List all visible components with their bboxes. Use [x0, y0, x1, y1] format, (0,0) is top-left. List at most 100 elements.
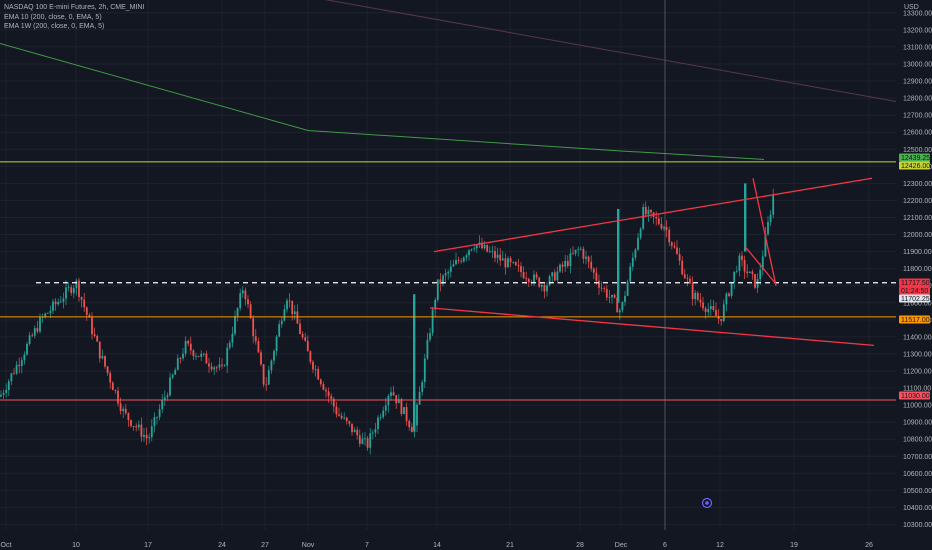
- candle-body: [403, 407, 405, 415]
- y-tick-label: 10300.00: [903, 522, 932, 529]
- candle-body: [717, 315, 720, 319]
- candle-body: [644, 206, 647, 215]
- x-tick-label: Oct: [1, 542, 12, 549]
- candle-body: [535, 274, 538, 278]
- candle-body: [13, 373, 15, 375]
- candle-body: [371, 432, 374, 434]
- candle-body: [553, 272, 556, 281]
- y-tick-label: 10600.00: [903, 471, 932, 478]
- candle-body: [767, 221, 769, 235]
- trendline[interactable]: [744, 246, 777, 285]
- candle-body: [514, 262, 517, 266]
- candle-body: [205, 353, 208, 364]
- candle-body: [317, 368, 320, 380]
- y-tick-label: 10800.00: [903, 437, 932, 444]
- price-tag: [899, 286, 930, 295]
- candle-body: [127, 412, 130, 421]
- candle-body: [470, 249, 473, 251]
- candle-body: [265, 384, 268, 386]
- candle-body: [603, 288, 606, 290]
- candle-body: [475, 244, 478, 249]
- candle-body: [598, 280, 600, 288]
- candle-body: [577, 249, 580, 250]
- candle-body: [338, 414, 340, 416]
- candle-body: [5, 390, 8, 393]
- candle-body: [353, 429, 356, 433]
- candle-body: [668, 229, 671, 243]
- candle-body: [176, 358, 179, 370]
- candle-body: [400, 399, 403, 415]
- candle-body: [611, 294, 613, 298]
- candle-body: [455, 260, 457, 265]
- candle-body: [715, 310, 717, 316]
- candle-body: [184, 340, 187, 354]
- candle-body: [694, 292, 697, 300]
- candle-body: [642, 206, 645, 229]
- event-icon[interactable]: [701, 497, 713, 509]
- candle-body: [234, 315, 236, 334]
- candle-body: [707, 309, 710, 313]
- candle-body: [741, 255, 743, 261]
- candle-body: [361, 438, 364, 444]
- trendline[interactable]: [752, 178, 777, 286]
- candle-body: [759, 269, 762, 280]
- candle-body: [189, 343, 192, 351]
- candle-body: [488, 251, 491, 253]
- candle-body: [257, 341, 260, 353]
- candle-body: [657, 218, 660, 224]
- candle-body: [678, 254, 681, 261]
- candle-body: [304, 337, 307, 341]
- candle-body: [166, 395, 169, 398]
- candle-body: [686, 278, 689, 279]
- candle-body: [468, 250, 470, 256]
- candle-body: [691, 283, 694, 300]
- price-tag-label: 01:24:50: [901, 288, 928, 295]
- candle-body: [215, 367, 218, 369]
- candle-body: [153, 417, 156, 427]
- x-tick-label: 12: [716, 542, 724, 549]
- x-tick-label: 10: [72, 542, 80, 549]
- y-tick-label: 11000.00: [903, 403, 932, 410]
- candle-body: [291, 300, 294, 315]
- candle-body: [543, 285, 546, 292]
- candle-body: [689, 278, 691, 284]
- candle-body: [296, 311, 299, 324]
- ema-lines: [0, 0, 897, 160]
- candle-body: [699, 299, 702, 303]
- candle-body: [460, 260, 463, 262]
- candle-body: [325, 389, 327, 392]
- candle-body: [730, 282, 733, 296]
- candle-body: [434, 299, 437, 310]
- price-tag: [899, 294, 930, 303]
- candle-body: [748, 271, 751, 274]
- candle-body: [486, 244, 489, 252]
- candle-body: [494, 251, 496, 258]
- candle-body: [195, 355, 197, 357]
- candle-body: [109, 372, 112, 383]
- candle-body: [637, 237, 639, 250]
- candle-body: [280, 320, 283, 325]
- candle-body: [590, 261, 593, 269]
- candle-body: [218, 364, 221, 368]
- x-tick-label: Nov: [302, 542, 315, 549]
- candle-body: [733, 271, 736, 283]
- trendline[interactable]: [433, 177, 873, 253]
- candle-body: [124, 408, 127, 413]
- candle-body: [2, 392, 5, 395]
- candle-body: [744, 183, 747, 252]
- candle-body: [525, 278, 528, 280]
- candle-body: [738, 255, 741, 272]
- candle-body: [319, 379, 322, 385]
- y-tick-label: 12600.00: [903, 130, 932, 137]
- candle-body: [301, 333, 304, 338]
- x-tick-label: 7: [365, 542, 369, 549]
- candle-body: [413, 294, 416, 431]
- candle-body: [751, 271, 754, 275]
- x-tick-label: 6: [663, 542, 667, 549]
- candle-body: [247, 299, 249, 305]
- trendline[interactable]: [429, 307, 875, 347]
- candle-body: [561, 264, 564, 267]
- candle-body: [527, 279, 530, 283]
